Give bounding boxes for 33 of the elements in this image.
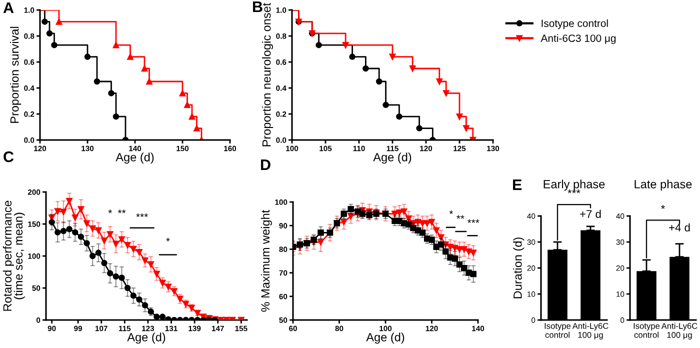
x-axis-title: Age (d): [127, 332, 166, 344]
y-axis-title: Proportion neurologic onset: [262, 2, 274, 146]
x-axis-title: Age (d): [116, 152, 154, 164]
text: D: [261, 159, 270, 170]
annotation: ***: [136, 213, 148, 218]
x-tick-label: Anti-Ly6C 100 μg: [661, 322, 698, 340]
annotation: *: [166, 238, 170, 242]
y-axis-title: % Maximum weight: [260, 210, 272, 312]
annotation: **: [456, 215, 464, 219]
x-axis-title: Age (d): [366, 332, 404, 344]
text: E: [513, 179, 522, 190]
chart-title: Early phase: [544, 180, 605, 191]
legend-label: Anti-6C3 100 μg: [540, 34, 616, 44]
chart-title: Late phase: [634, 180, 692, 191]
y-axis-title: Rotarod performance (time sec, mean): [2, 200, 25, 311]
annotation: +4 d: [669, 223, 690, 232]
y-axis-title: Duration (d): [513, 238, 524, 298]
annotation: *: [108, 210, 112, 214]
text: *: [661, 205, 665, 209]
annotation: *: [449, 210, 454, 214]
x-tick-label: Isotype control: [634, 323, 660, 338]
text: C: [4, 151, 14, 162]
x-tick-label: Anti-Ly6C 100 μg: [572, 322, 608, 340]
annotation: **: [118, 210, 126, 214]
text: A: [3, 2, 14, 13]
x-tick-label: Isotype control: [544, 323, 571, 338]
text: B: [253, 1, 262, 12]
text: ***: [568, 189, 580, 194]
y-axis-title: Proportion survival: [10, 26, 22, 123]
x-axis-title: Age (d): [373, 152, 412, 164]
annotation: ***: [467, 219, 480, 223]
legend-label: Isotype control: [542, 19, 608, 30]
annotation: +7 d: [580, 210, 601, 218]
